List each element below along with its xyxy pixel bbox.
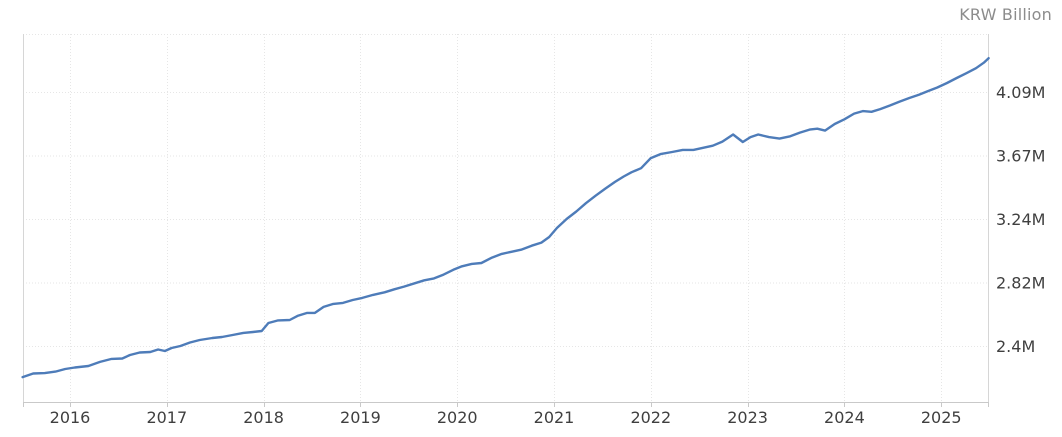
y-tick-label: 2.82M	[996, 273, 1045, 292]
x-tick-label: 2018	[243, 408, 284, 427]
y-tick-label: 2.4M	[996, 337, 1035, 356]
y-tick-label: 4.09M	[996, 83, 1045, 102]
unit-label: KRW Billion	[959, 5, 1052, 24]
x-tick-label: 2017	[146, 408, 187, 427]
series-line[interactable]	[21, 57, 990, 379]
x-tick-label: 2023	[727, 408, 768, 427]
x-tick-label: 2019	[340, 408, 381, 427]
x-tick-label: 2022	[630, 408, 671, 427]
y-tick-label: 3.24M	[996, 210, 1045, 229]
x-tick-label: 2024	[824, 408, 865, 427]
y-tick-label: 3.67M	[996, 146, 1045, 165]
x-tick-label: 2016	[50, 408, 91, 427]
x-tick-label: 2020	[437, 408, 478, 427]
x-tick-label: 2025	[921, 408, 962, 427]
x-tick-label: 2021	[534, 408, 575, 427]
